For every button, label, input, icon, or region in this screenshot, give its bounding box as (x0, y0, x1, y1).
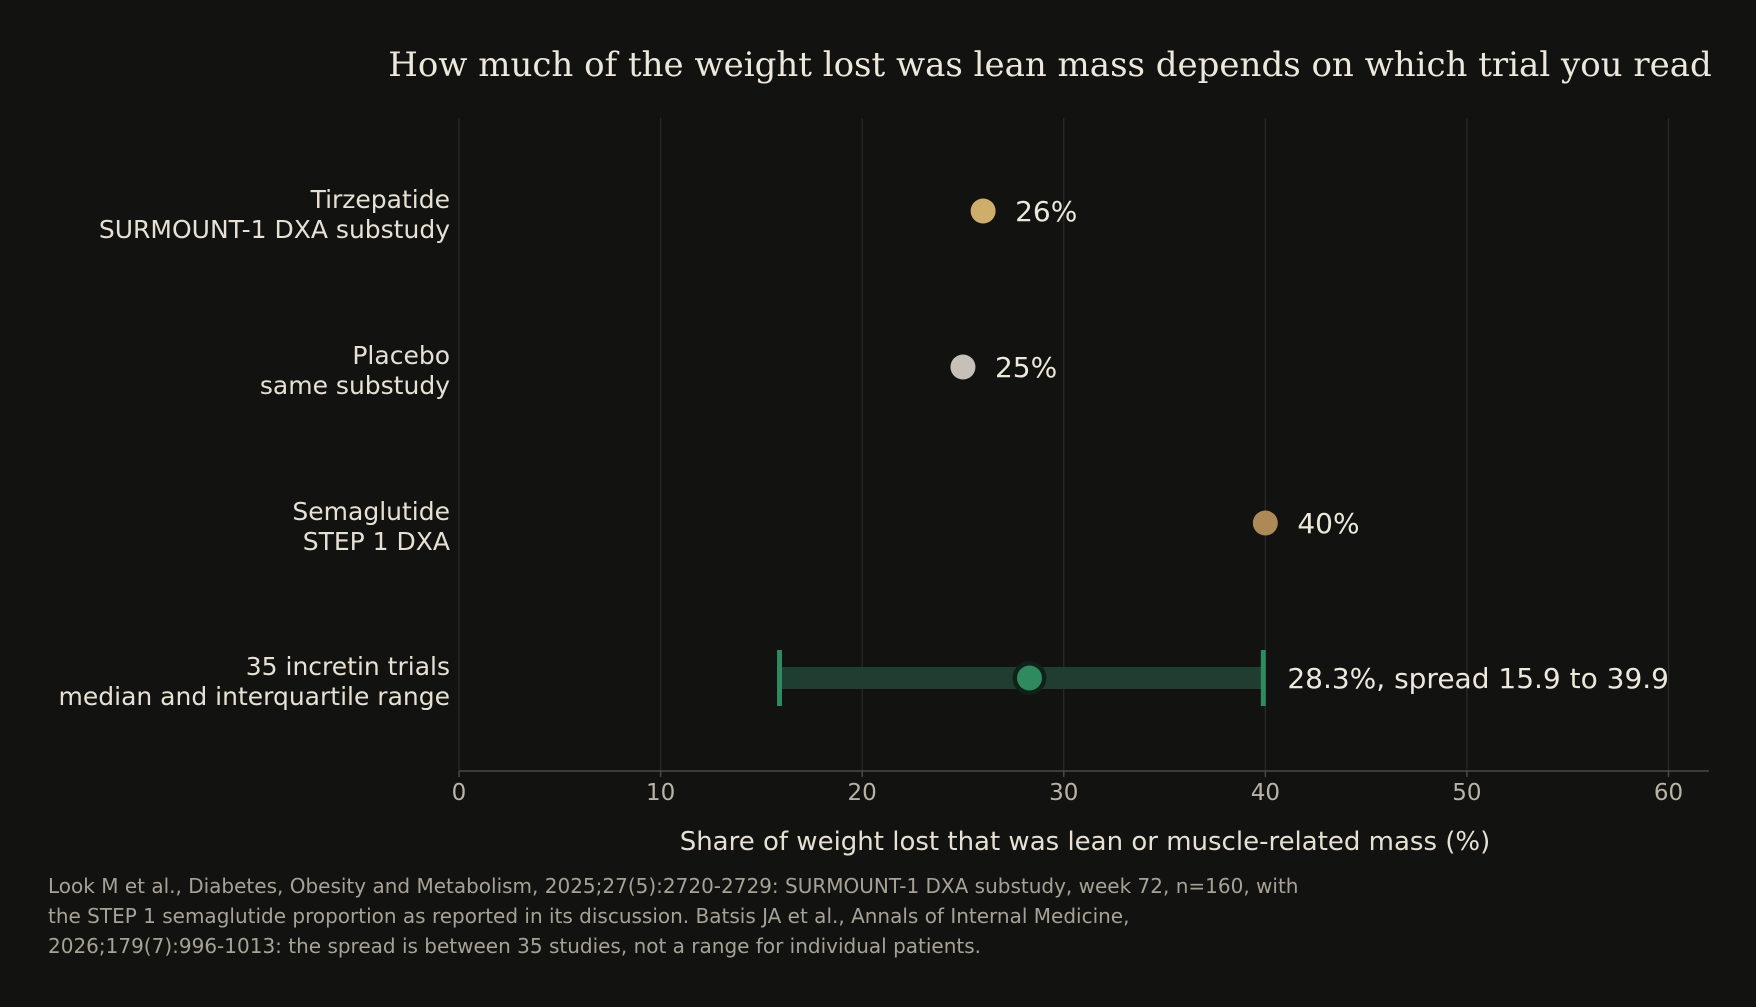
category-label-line: Placebo (352, 341, 450, 370)
data-point (970, 198, 996, 224)
data-label: 26% (1015, 195, 1077, 228)
data-label: 28.3%, spread 15.9 to 39.9 (1287, 662, 1669, 695)
category-label-line: Semaglutide (292, 497, 450, 526)
tick-label-0: 0 (452, 780, 467, 806)
category-label-line: 35 incretin trials (246, 652, 450, 681)
x-axis-label: Share of weight lost that was lean or mu… (680, 827, 1491, 857)
chart-title: How much of the weight lost was lean mas… (388, 45, 1712, 85)
source-note: Look M et al., Diabetes, Obesity and Met… (48, 874, 1298, 958)
median-point (1016, 665, 1042, 691)
data-point (1252, 510, 1278, 536)
gridlines (458, 118, 1670, 771)
source-line: the STEP 1 semaglutide proportion as rep… (48, 904, 1129, 928)
category-label-line: STEP 1 DXA (303, 527, 450, 556)
tick-label-40: 40 (1251, 780, 1280, 806)
data-label: 40% (1297, 507, 1359, 540)
tick-label-10: 10 (646, 780, 675, 806)
category-label-line: same substudy (260, 371, 450, 400)
source-line: Look M et al., Diabetes, Obesity and Met… (48, 874, 1298, 898)
tick-label-50: 50 (1452, 780, 1481, 806)
data-label: 25% (995, 351, 1057, 384)
category-label-line: SURMOUNT-1 DXA substudy (99, 215, 450, 244)
x-axis-ticks: 0 10 20 30 40 50 60 (452, 771, 1683, 806)
data-point (950, 354, 976, 380)
category-label-line: Tirzepatide (310, 185, 450, 214)
tick-label-30: 30 (1049, 780, 1078, 806)
category-label-line: median and interquartile range (59, 682, 450, 711)
tick-label-20: 20 (848, 780, 877, 806)
tick-label-60: 60 (1654, 780, 1683, 806)
source-line: 2026;179(7):996-1013: the spread is betw… (48, 934, 981, 958)
